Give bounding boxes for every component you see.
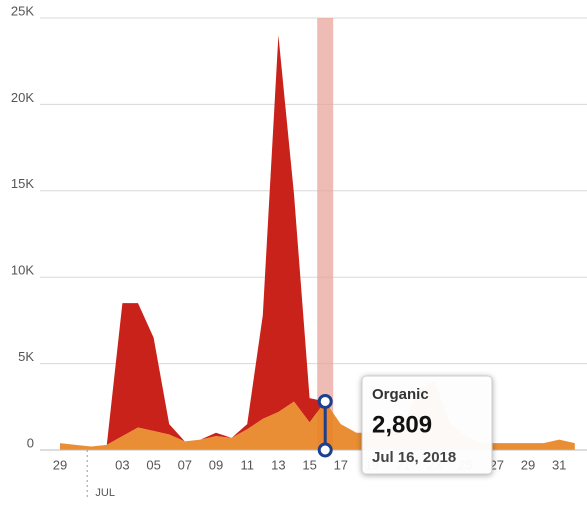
hover-band	[317, 18, 334, 450]
area	[60, 35, 575, 447]
month-label: JUL	[95, 487, 115, 499]
tooltip-point	[317, 393, 333, 409]
x-tick-label: 17	[334, 457, 348, 472]
x-tick-label: 27	[490, 457, 504, 472]
tooltip-date: Jul 16, 2018	[372, 449, 456, 466]
y-tick-label: 5K	[18, 349, 34, 364]
tooltip: Organic 2,809 Jul 16, 2018	[361, 375, 493, 475]
x-tick-label: 03	[115, 457, 129, 472]
x-tick-label: 15	[302, 457, 316, 472]
tooltip-point	[317, 442, 333, 458]
x-tick-label: 11	[240, 457, 254, 472]
x-tick-label: 09	[209, 457, 223, 472]
y-tick-label: 25K	[11, 3, 34, 18]
x-tick-label: 05	[146, 457, 160, 472]
x-tick-label: 29	[521, 457, 535, 472]
y-tick-label: 15K	[11, 176, 34, 191]
y-tick-label: 10K	[11, 263, 34, 278]
tooltip-value: 2,809	[372, 411, 432, 438]
x-tick-label: 13	[271, 457, 285, 472]
x-tick-label: 31	[552, 457, 566, 472]
x-tick-label: 07	[178, 457, 192, 472]
y-tick-label: 20K	[11, 90, 34, 105]
tooltip-series: Organic	[372, 386, 429, 403]
y-tick-label: 0	[27, 435, 34, 450]
x-tick-label: 29	[53, 457, 67, 472]
tooltip-box	[361, 375, 493, 475]
